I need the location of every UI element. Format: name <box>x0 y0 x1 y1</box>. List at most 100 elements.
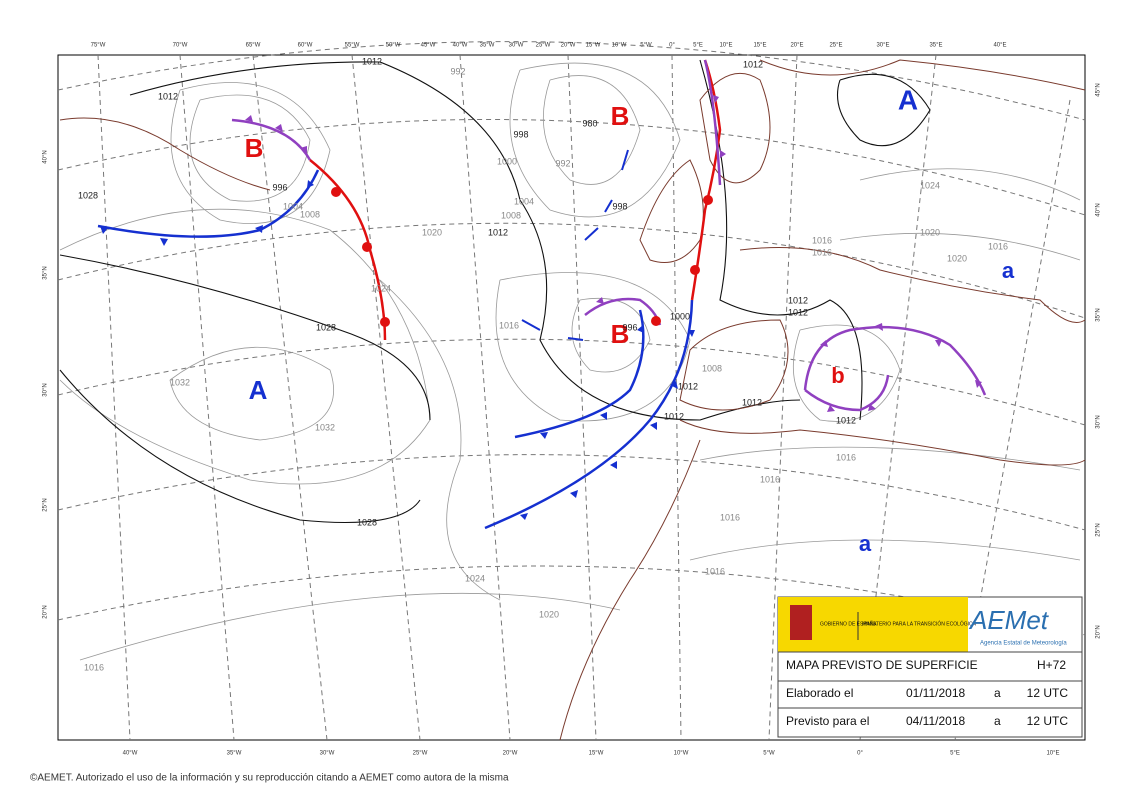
valid-time: 12 UTC <box>1027 714 1069 728</box>
longitude-label: 0° <box>857 751 863 757</box>
cold-front <box>484 299 694 530</box>
isobar-label: 1028 <box>78 190 98 200</box>
longitude-label: 15°E <box>753 43 766 49</box>
longitude-label: 25°W <box>413 751 428 757</box>
isobar-label: 1016 <box>836 452 856 462</box>
made-time: 12 UTC <box>1027 686 1069 700</box>
longitude-label: 10°E <box>1046 751 1059 757</box>
trough <box>521 149 629 341</box>
isobar-label: 1020 <box>947 253 967 263</box>
isobar-label: 1012 <box>788 307 808 317</box>
longitude-label: 20°W <box>503 751 518 757</box>
longitude-label: 10°W <box>674 751 689 757</box>
pressure-center: b <box>831 363 844 388</box>
longitude-label: 35°W <box>480 43 495 49</box>
longitude-label: 70°W <box>173 43 188 49</box>
isobar-label: 1024 <box>371 283 391 293</box>
isobar-label: 980 <box>582 118 597 128</box>
pressure-center: B <box>245 133 264 163</box>
front-symbols <box>331 187 713 327</box>
isobar-label: 1028 <box>357 517 377 527</box>
cold-front <box>97 169 320 238</box>
ministry: MINISTERIO PARA LA TRANSICIÓN ECOLÓGICA <box>862 620 977 627</box>
coastlines <box>59 59 1086 741</box>
isobar-label: 1024 <box>920 180 940 190</box>
map-title: MAPA PREVISTO DE SUPERFICIE <box>786 658 978 672</box>
isobar-label: 996 <box>622 322 637 332</box>
warm-front <box>690 59 722 301</box>
longitude-label: 30°W <box>320 751 335 757</box>
longitude-label: 5°E <box>950 751 960 757</box>
footer: ©AEMET. Autorizado el uso de la informac… <box>30 773 509 784</box>
longitude-label: 75°W <box>91 43 106 49</box>
occluded-front <box>804 374 890 412</box>
agency: Agencia Estatal de Meteorología <box>980 641 1067 647</box>
valid-label: Previsto para el <box>786 714 869 728</box>
occluded-front <box>231 118 312 161</box>
isobar-label: 1012 <box>488 227 508 237</box>
latitude-label: 45°N <box>1096 83 1102 96</box>
isobar-label: 1012 <box>158 91 178 101</box>
isobar-label: 998 <box>612 201 627 211</box>
latitude-label: 30°N <box>1096 415 1102 428</box>
fronts <box>97 59 987 530</box>
made-label: Elaborado el <box>786 686 853 700</box>
isobar-label: 1012 <box>742 397 762 407</box>
valid-date: 04/11/2018 <box>906 714 965 728</box>
latitude-label: 40°N <box>1096 203 1102 216</box>
longitude-label: 15°W <box>586 43 601 49</box>
isobar-label: 1012 <box>788 295 808 305</box>
isobar-label: 1000 <box>497 156 517 166</box>
isobar-label: 1016 <box>812 247 832 257</box>
isobar-label: 1012 <box>743 59 763 69</box>
pressure-center: B <box>611 319 630 349</box>
isobar-label: 1016 <box>499 320 519 330</box>
longitude-label: 10°E <box>719 43 732 49</box>
longitude-label: 30°W <box>509 43 524 49</box>
pressure-center: A <box>898 84 918 115</box>
occluded-front <box>703 59 722 186</box>
isobar-label: 1020 <box>920 227 940 237</box>
isobar-label: 1008 <box>501 210 521 220</box>
longitude-label: 40°W <box>123 751 138 757</box>
isobar-label: 992 <box>555 158 570 168</box>
longitude-label: 40°W <box>453 43 468 49</box>
isobar-label: 1012 <box>362 56 382 66</box>
info-box: GOBIERNO DE ESPAÑA MINISTERIO PARA LA TR… <box>777 596 1083 738</box>
isobar-label: 1016 <box>84 662 104 672</box>
isobar-label: 1016 <box>760 474 780 484</box>
longitude-label: 20°W <box>561 43 576 49</box>
longitude-label: 25°W <box>536 43 551 49</box>
valid-at: a <box>994 714 1001 728</box>
longitude-label: 5°E <box>693 43 703 49</box>
isobar-label: 998 <box>513 129 528 139</box>
longitude-label: 35°E <box>929 43 942 49</box>
latitude-label: 40°N <box>43 150 49 163</box>
isobar-label: 1012 <box>836 415 856 425</box>
longitude-label: 60°W <box>298 43 313 49</box>
longitude-label: 50°W <box>386 43 401 49</box>
isobar-label: 992 <box>450 66 465 76</box>
pressure-center: a <box>859 531 872 556</box>
longitude-label: 25°E <box>829 43 842 49</box>
isobar-label: 996 <box>272 182 287 192</box>
isobar-label: 1008 <box>300 209 320 219</box>
longitude-label: 45°W <box>421 43 436 49</box>
government: GOBIERNO DE ESPAÑA <box>820 620 877 627</box>
cold-front <box>514 309 645 439</box>
longitude-label: 10°W <box>612 43 627 49</box>
latitude-label: 35°N <box>43 266 49 279</box>
longitude-label: 40°E <box>993 43 1006 49</box>
isobar-label: 1020 <box>539 609 559 619</box>
pressure-center: B <box>611 101 630 131</box>
isobar-label: 1016 <box>720 512 740 522</box>
longitude-label: 5°W <box>640 43 652 49</box>
lead-time: H+72 <box>1037 658 1066 672</box>
isobar-label: 1012 <box>678 381 698 391</box>
isobar-label: 1016 <box>988 241 1008 251</box>
pressure-center: A <box>249 375 268 405</box>
isobar-label: 1000 <box>670 311 690 321</box>
isobar-label: 1032 <box>315 422 335 432</box>
isobar-label: 1004 <box>514 196 534 206</box>
isobar-label: 1024 <box>465 573 485 583</box>
